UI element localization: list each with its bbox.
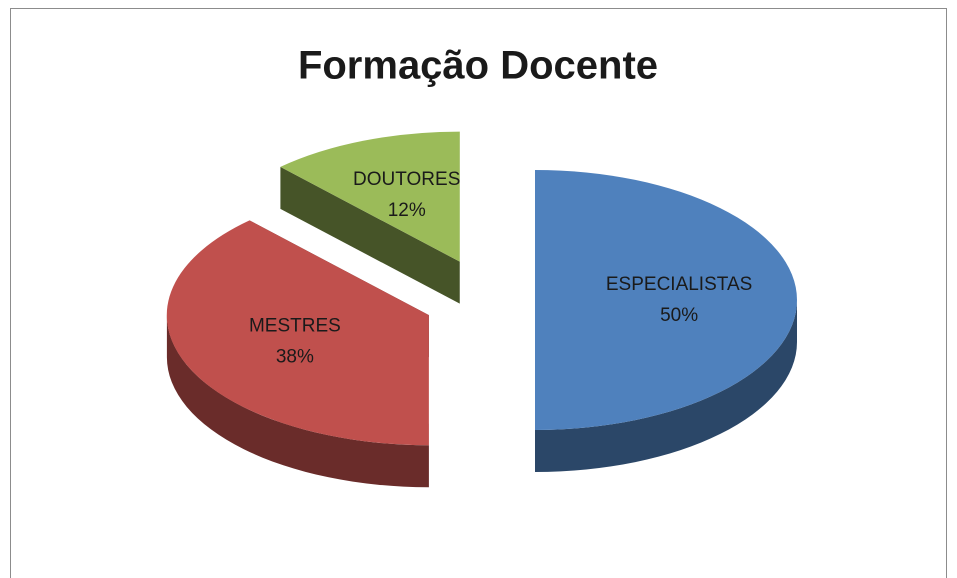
slice	[166, 220, 429, 446]
data-label-value: 50%	[660, 305, 698, 326]
slice-side	[535, 300, 797, 472]
data-label-value: 12%	[388, 200, 426, 221]
slice-cut-face	[280, 166, 460, 304]
slice	[535, 170, 797, 430]
slice-side	[166, 315, 429, 488]
chart-border	[10, 8, 947, 578]
slice	[280, 131, 460, 262]
data-label-category: DOUTORES	[353, 169, 460, 190]
data-label-category: MESTRES	[249, 316, 341, 337]
chart-title: Formação Docente	[298, 44, 658, 88]
data-label-value: 38%	[276, 347, 314, 368]
data-label-category: ESPECIALISTAS	[606, 274, 752, 295]
